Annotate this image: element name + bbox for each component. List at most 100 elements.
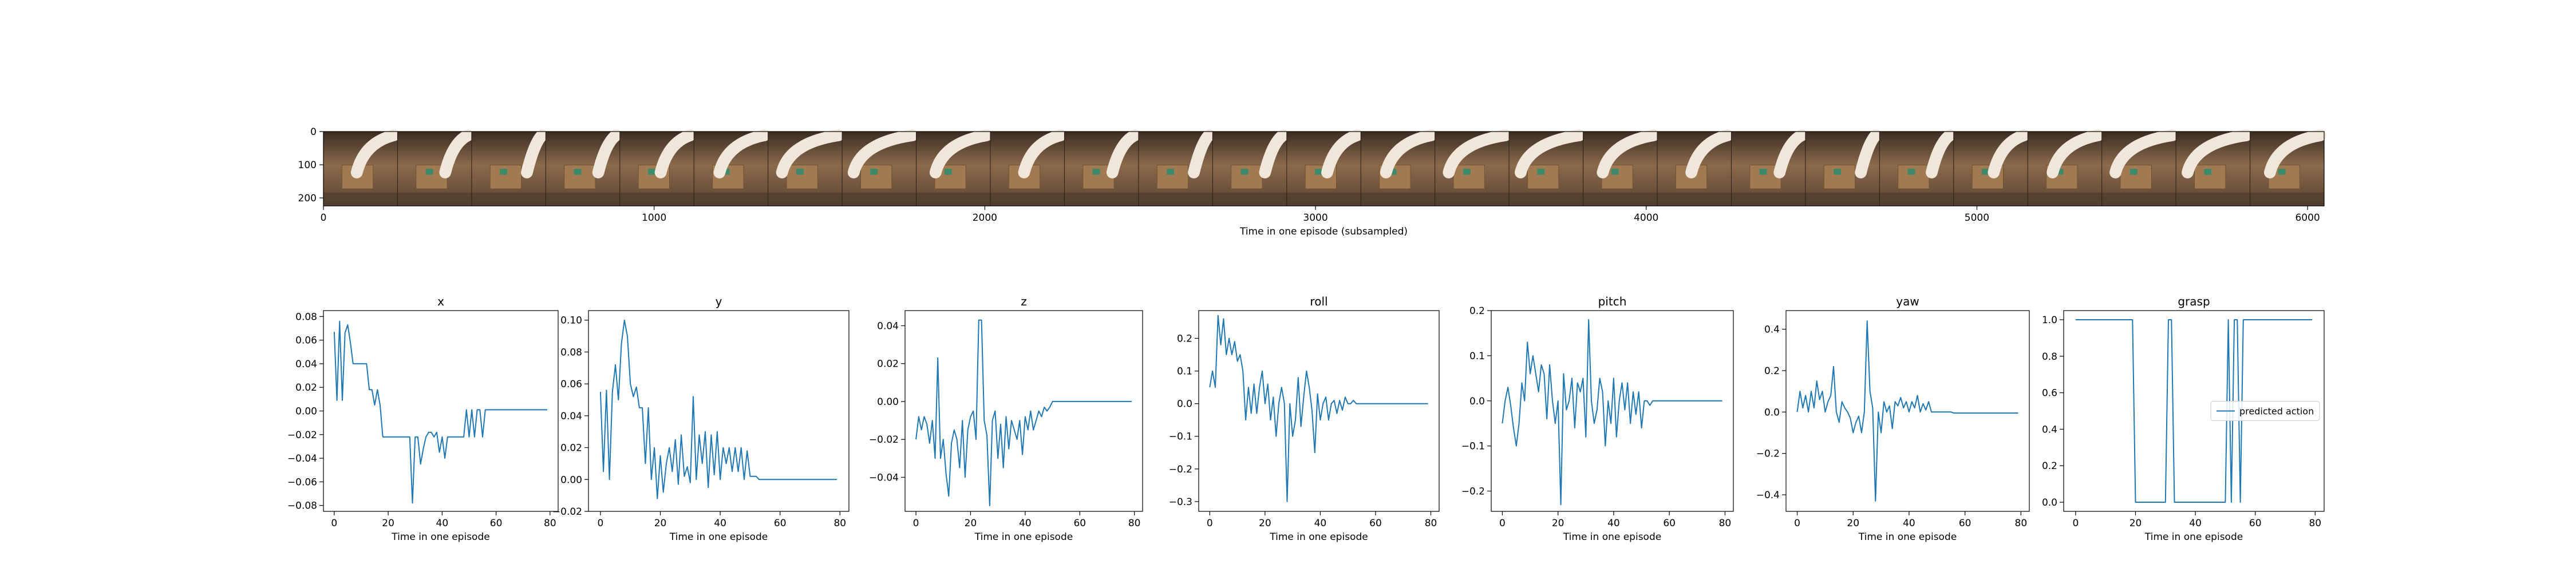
- strip-x-tick-label: 4000: [1634, 212, 1658, 224]
- subplot-title: y: [716, 295, 722, 308]
- strip-frame-image: [1953, 129, 2030, 206]
- y-tick-label: −0.1: [1169, 431, 1192, 443]
- subplot-yaw: yaw 0 20 40 60 80 −0.4 −0.2 0.0 0.2 0.4 Time in one…: [1756, 295, 2030, 543]
- strip-x-tick-label: 2000: [973, 212, 997, 224]
- axes-frame: [323, 310, 559, 512]
- y-tick-label: −0.04: [869, 472, 899, 483]
- x-tick-label: 80: [2309, 518, 2321, 529]
- subplot-z: z 0 20 40 60 80 −0.04 −0.02 0.00 0.02 0.04 Time in …: [869, 295, 1143, 543]
- image-strip-x-axis-label: Time in one episode (subsampled): [1239, 226, 1408, 237]
- y-tick-label: 0.02: [877, 359, 899, 370]
- x-tick-label: 40: [714, 518, 726, 529]
- image-strip-y-ticks: 0 100 200: [298, 126, 323, 204]
- series-line: [599, 319, 837, 499]
- strip-frame-image: [841, 129, 919, 206]
- x-axis-label: Time in one episode: [1563, 531, 1661, 543]
- y-tick-label: 0.8: [2042, 351, 2057, 363]
- y-tick-label: 0.04: [877, 320, 899, 332]
- y-tick-label: 0.4: [2042, 424, 2057, 435]
- subplot-title: x: [437, 295, 444, 308]
- strip-frame-image: [323, 129, 400, 206]
- x-tick-label: 60: [2249, 518, 2262, 529]
- series-line: [915, 319, 1132, 507]
- x-tick-label: 20: [965, 518, 977, 529]
- x-tick-label: 60: [1663, 518, 1676, 529]
- strip-frame-image: [2250, 129, 2326, 206]
- strip-frame-image: [1064, 129, 1141, 206]
- x-tick-label: 20: [1847, 518, 1859, 529]
- image-strip-frames: [323, 129, 2326, 206]
- y-tick-label: 0.00: [560, 474, 582, 486]
- strip-frame-image: [1657, 129, 1734, 206]
- strip-frame-image: [471, 129, 548, 206]
- axes-frame: [588, 310, 850, 512]
- x-tick-label: 0: [913, 518, 919, 529]
- strip-frame-image: [768, 129, 844, 206]
- strip-y-tick-label: 0: [310, 126, 317, 138]
- y-tick-label: 0.0: [2042, 497, 2057, 509]
- strip-frame-image: [1360, 129, 1437, 206]
- y-tick-label: −0.3: [1169, 496, 1192, 508]
- x-tick-label: 40: [1314, 518, 1327, 529]
- y-tick-label: −0.1: [1461, 441, 1485, 452]
- legend-box: [2210, 401, 2320, 421]
- y-tick-label: 0.02: [560, 443, 582, 454]
- subplot-title: roll: [1310, 295, 1327, 308]
- y-tick-label: 0.6: [2042, 388, 2057, 399]
- x-tick-label: 0: [2073, 518, 2079, 529]
- axes-frame: [904, 310, 1143, 512]
- y-tick-label: −0.06: [287, 476, 317, 488]
- strip-frame-image: [916, 129, 993, 206]
- y-tick-label: 0.10: [560, 315, 582, 327]
- x-tick-label: 80: [833, 518, 846, 529]
- strip-x-tick-label: 1000: [642, 212, 666, 224]
- x-tick-label: 0: [1794, 518, 1800, 529]
- x-tick-label: 40: [1019, 518, 1032, 529]
- x-tick-label: 20: [654, 518, 667, 529]
- x-axis-label: Time in one episode: [1858, 531, 1957, 543]
- strip-frame-image: [619, 129, 697, 206]
- y-tick-label: 0.08: [560, 347, 582, 358]
- y-tick-label: 0.1: [1469, 351, 1485, 362]
- y-tick-label: 0.06: [560, 379, 582, 390]
- strip-x-tick-label: 0: [321, 212, 327, 224]
- x-tick-label: 40: [436, 518, 449, 529]
- subplot-pitch: pitch 0 20 40 60 80 −0.2 −0.1 0.0 0.1 0.2 Time in o…: [1461, 295, 1734, 543]
- y-tick-label: 0.2: [1177, 333, 1192, 345]
- strip-x-tick-label: 3000: [1303, 212, 1327, 224]
- x-tick-label: 60: [1369, 518, 1382, 529]
- x-tick-label: 20: [382, 518, 394, 529]
- axes-frame: [1785, 310, 2030, 512]
- action-subplots: x0 20 40 60 80−0.08−0.06−0.04−0.020.000.020.…: [287, 295, 2325, 543]
- image-strip-panel: 0 1000 2000 3000 4000 5000 6000 0 100 200 Time i…: [298, 126, 2326, 237]
- strip-frame-image: [990, 129, 1067, 206]
- y-tick-label: 0.0: [1469, 396, 1485, 407]
- strip-frame-image: [1805, 129, 1882, 206]
- image-strip-x-ticks: 0 1000 2000 3000 4000 5000 6000: [321, 206, 2320, 224]
- subplot-grasp: grasp 0 20 40 60 80 0.0 0.2 0.4 0.6 0.8 1.0 Time in …: [2042, 295, 2325, 543]
- strip-frame-image: [1286, 129, 1364, 206]
- y-tick-label: −0.2: [1461, 486, 1485, 498]
- y-tick-label: 0.02: [295, 382, 317, 394]
- x-tick-label: 80: [1719, 518, 1732, 529]
- x-tick-label: 80: [2015, 518, 2028, 529]
- series-line: [333, 320, 548, 504]
- series-line: [1209, 315, 1428, 502]
- strip-x-tick-label: 5000: [1965, 212, 1989, 224]
- x-tick-label: 20: [1552, 518, 1564, 529]
- x-tick-label: 40: [1903, 518, 1915, 529]
- strip-frame-image: [1879, 129, 1956, 206]
- axes-frame: [1198, 310, 1440, 512]
- strip-frame-image: [2175, 129, 2253, 206]
- y-tick-label: 0.0: [1177, 399, 1192, 410]
- subplot-y: y 0 20 40 60 80 −0.02 0.00 0.02 0.04 0.06 0.08 0.10 T…: [552, 295, 850, 543]
- axes-frame: [1491, 310, 1734, 512]
- y-tick-label: −0.4: [1756, 490, 1780, 501]
- x-axis-label: Time in one episode: [1269, 531, 1368, 543]
- strip-frame-image: [1138, 129, 1215, 206]
- x-tick-label: 0: [1207, 518, 1213, 529]
- series-line: [2075, 319, 2313, 503]
- y-tick-label: 0.2: [1764, 366, 1780, 377]
- strip-frame-image: [397, 129, 474, 206]
- image-strip-axes-frame: [323, 131, 2325, 206]
